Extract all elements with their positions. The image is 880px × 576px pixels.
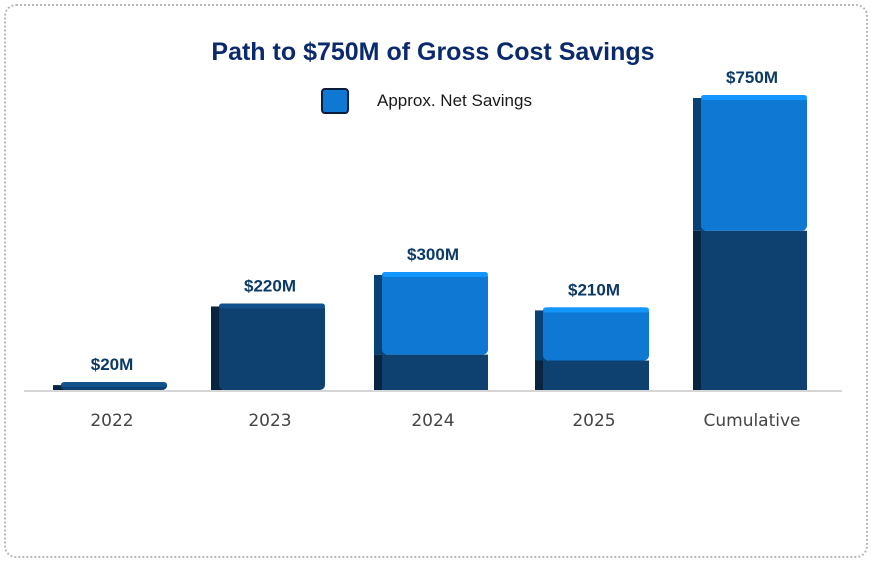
data-label-2025: $210M: [568, 280, 620, 299]
data-label-cumulative: $750M: [726, 68, 778, 87]
x-tick-label-2022: 2022: [90, 411, 133, 431]
x-tick-label-2024: 2024: [411, 411, 454, 431]
bar-2022-gross-segment-top-face: [61, 382, 167, 388]
bar-2025-net-segment: [543, 307, 649, 361]
bar-2023-gross-segment: [219, 303, 325, 390]
legend-label-net-savings: Approx. Net Savings: [377, 91, 532, 110]
chart-frame: [4, 4, 868, 558]
bar-cumulative-net-segment-top-face: [701, 95, 807, 100]
chart-legend: Approx. Net Savings: [321, 87, 532, 115]
x-tick-label-2023: 2023: [248, 411, 291, 431]
bar-cumulative-net-segment: [701, 95, 807, 231]
legend-swatch-net-savings: [321, 88, 349, 114]
bar-2025-net-segment-top-face: [543, 307, 649, 313]
bar-2024-net-segment: [382, 272, 488, 355]
data-label-2022: $20M: [91, 355, 134, 374]
bar-2025-gross-segment: [543, 360, 649, 390]
x-tick-label-cumulative: Cumulative: [703, 411, 800, 431]
bar-cumulative-gross-segment: [701, 230, 807, 390]
chart-title: Path to $750M of Gross Cost Savings: [211, 38, 655, 66]
bar-2023-gross-segment-top-face: [219, 303, 325, 309]
x-tick-label-2025: 2025: [572, 411, 615, 431]
bar-2024-net-segment-top-face: [382, 272, 488, 277]
data-label-2024: $300M: [407, 245, 459, 264]
bar-2024-gross-segment: [382, 354, 488, 390]
bar-2022-gross-segment-side: [53, 385, 65, 390]
data-label-2023: $220M: [244, 276, 296, 295]
